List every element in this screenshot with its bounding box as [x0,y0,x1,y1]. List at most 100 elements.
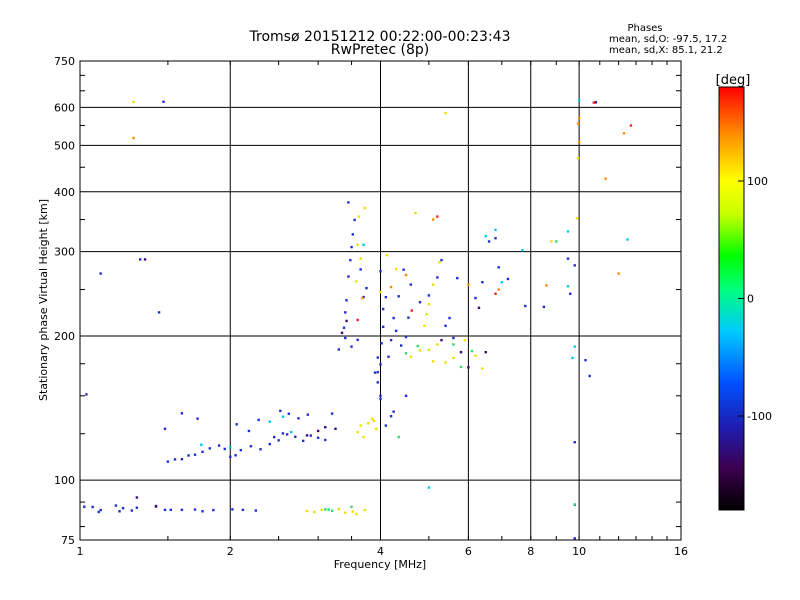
data-point [241,508,245,512]
data-point [566,257,570,260]
data-point [416,344,419,348]
data-point [324,438,327,442]
data-point [239,448,243,452]
data-point [355,280,358,283]
data-point [337,348,341,351]
data-point [431,218,435,221]
data-point [294,435,297,438]
data-point [330,412,334,415]
x-tick-label: 1 [77,545,84,558]
data-point [193,453,197,456]
data-point [169,508,172,512]
data-point [629,124,633,127]
data-point [143,258,147,261]
data-point [459,350,463,354]
data-point [379,290,382,294]
data-point [247,429,251,433]
data-point [259,448,262,451]
data-point [99,272,102,275]
data-point [379,270,382,273]
data-point [436,343,439,346]
data-point [418,301,422,304]
x-tick-label: 2 [227,545,234,558]
data-point [444,324,447,328]
data-point [566,230,570,233]
colorbar-tick-label: 100 [747,175,768,188]
data-points [83,99,633,540]
data-point [376,381,379,384]
data-point [83,505,86,508]
chart-title: Tromsø 20151212 00:22:00-00:23:43 [249,29,511,45]
colorbar-tick-label: 0 [747,293,754,306]
data-point [397,295,400,298]
data-point [287,412,290,415]
data-point [577,99,581,102]
x-tick-label: 6 [465,545,472,558]
data-point [277,439,280,442]
data-point [249,445,253,448]
data-point [404,352,408,355]
data-point [351,510,354,513]
data-point [456,276,459,280]
data-point [550,240,553,243]
x-tick-label: 4 [377,545,384,558]
data-point [157,311,161,314]
data-point [569,292,572,295]
y-tick-label: 600 [54,101,75,114]
data-point [404,273,408,277]
data-point [138,258,142,261]
data-point [362,243,365,246]
y-axis-label: Stationary phase Virtual Height [km] [37,199,50,401]
data-point [497,288,500,291]
data-point [85,393,88,396]
colorbar-label: [deg] [716,73,751,88]
data-point [381,307,385,311]
data-point [320,508,323,512]
data-point [497,266,500,269]
data-point [212,508,215,512]
data-point [193,508,197,511]
y-tick-label: 100 [54,474,75,487]
data-point [367,421,370,425]
data-point [384,424,388,427]
data-point [324,425,327,429]
data-point [387,355,390,358]
data-point [404,394,408,398]
data-point [379,394,382,398]
data-point [484,350,487,354]
data-point [389,285,393,289]
data-point [166,460,170,463]
y-tick-label: 750 [54,55,75,68]
data-point [347,275,350,278]
data-point [452,343,455,346]
data-point [281,432,285,435]
data-point [626,238,629,241]
data-point [285,433,289,436]
data-point [459,365,463,369]
data-point [573,345,576,348]
data-point [389,414,393,418]
data-point [427,348,431,352]
data-point [440,258,443,262]
data-point [392,316,395,320]
data-point [409,283,412,286]
data-point [350,505,353,508]
data-point [356,338,359,342]
data-point [135,506,139,509]
data-point [573,441,576,444]
data-point [313,510,316,514]
data-point [316,429,320,433]
data-point [427,302,431,306]
data-point [180,508,184,512]
data-point [622,132,626,135]
data-point [163,508,167,512]
data-point [592,101,595,104]
data-point [575,217,579,220]
data-point [584,359,587,362]
data-point [279,409,282,413]
data-point [576,122,580,125]
data-point [135,496,139,499]
phases-heading: Phases [627,23,662,34]
data-point [484,235,487,238]
